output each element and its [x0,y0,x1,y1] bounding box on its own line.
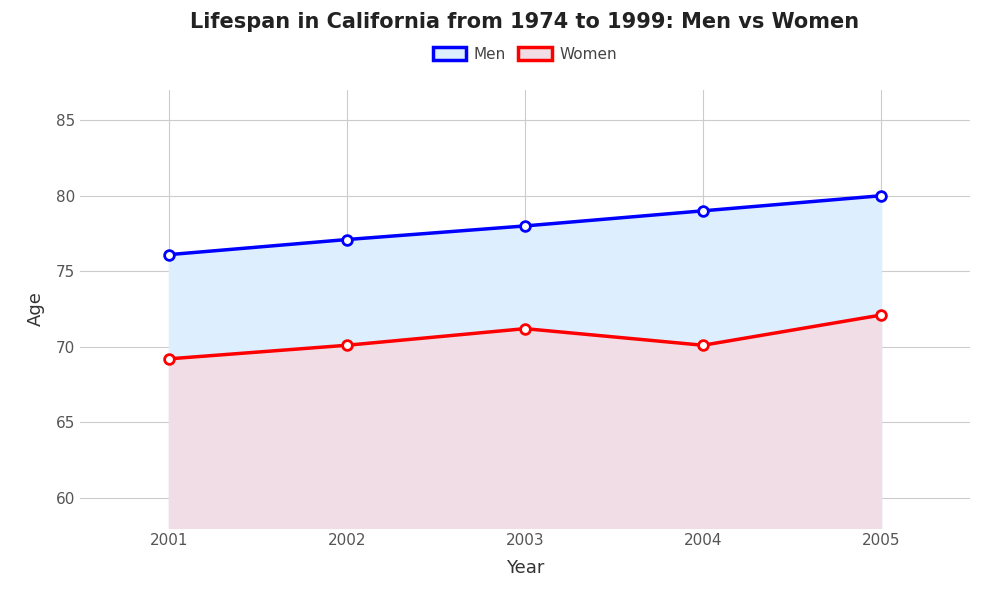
Y-axis label: Age: Age [27,292,45,326]
X-axis label: Year: Year [506,559,544,577]
Legend: Men, Women: Men, Women [427,41,623,68]
Title: Lifespan in California from 1974 to 1999: Men vs Women: Lifespan in California from 1974 to 1999… [190,11,860,31]
